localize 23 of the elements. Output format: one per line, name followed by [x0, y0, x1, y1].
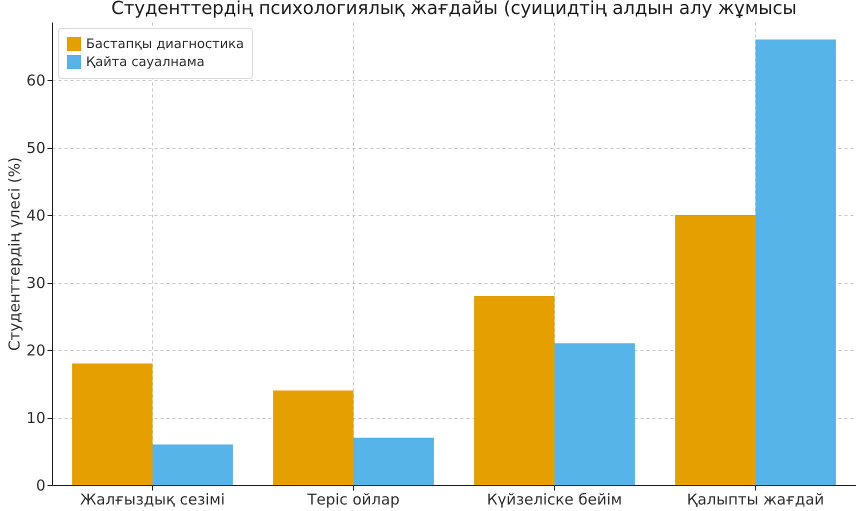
legend-label: Қайта сауалнама	[86, 55, 205, 70]
y-tick-label: 30	[26, 274, 46, 292]
y-tick-label: 10	[26, 409, 46, 428]
bar	[474, 296, 554, 485]
bar	[675, 215, 756, 485]
y-tick-label: 60	[26, 72, 46, 90]
x-tick-label: Күйзеліске бейім	[486, 490, 622, 508]
bar	[152, 444, 233, 485]
y-tick-label: 40	[26, 206, 46, 225]
x-tick-label: Қалыпты жағдай	[686, 490, 824, 508]
y-tick-label: 20	[26, 342, 46, 360]
bar	[554, 343, 635, 485]
y-tick-label: 50	[26, 139, 46, 158]
x-tick-label: Жалғыздық сезімі	[80, 490, 225, 508]
chart-title: Студенттердің психологиялық жағдайы (суицидтің алдын алу жұмысы	[111, 0, 797, 19]
y-tick-label: 0	[36, 476, 46, 494]
bar	[273, 390, 354, 485]
y-axis-title: Студенттердің үлесі (%)	[5, 157, 24, 351]
bar	[756, 40, 836, 485]
bar	[72, 364, 152, 485]
bar	[354, 438, 434, 485]
legend-label: Бастапқы диагностика	[86, 37, 244, 52]
x-tick-label: Теріс ойлар	[306, 490, 400, 508]
